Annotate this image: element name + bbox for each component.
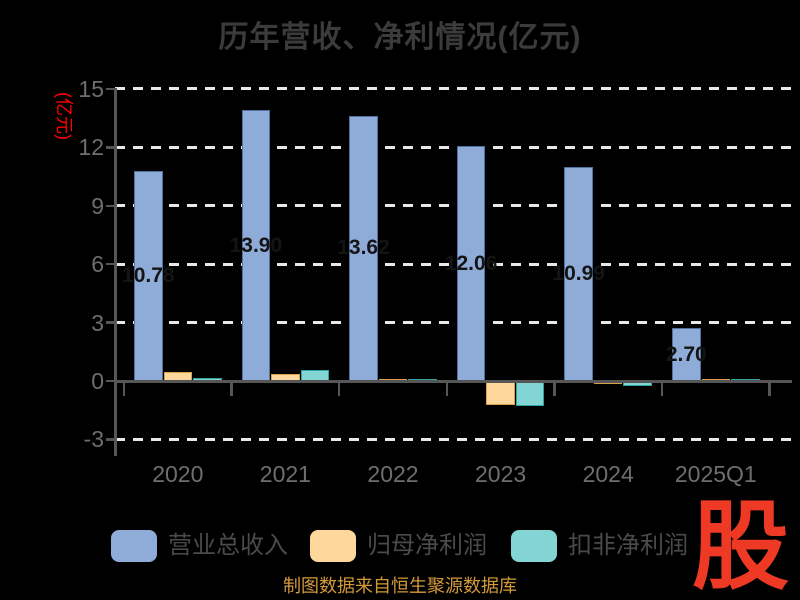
x-tick-label: 2022 <box>367 461 419 487</box>
y-axis-tick <box>106 321 115 324</box>
x-axis-tick <box>122 381 126 396</box>
legend-swatch-revenue <box>111 530 157 562</box>
gridline <box>115 262 792 266</box>
x-axis-tick <box>230 381 233 396</box>
gridline <box>115 321 792 325</box>
legend-swatch-deducted-profit <box>511 530 557 562</box>
legend-label-revenue: 营业总收入 <box>168 532 288 559</box>
y-axis-tick <box>106 87 115 91</box>
gridline <box>115 145 792 149</box>
bar-revenue-2023[interactable] <box>456 146 486 381</box>
legend-item-deducted-profit[interactable]: 扣非净利润 <box>511 529 688 563</box>
x-tick-label: 2024 <box>582 461 634 487</box>
gridline <box>115 204 792 208</box>
y-axis-tick <box>106 262 115 266</box>
legend-label-deducted-profit: 扣非净利润 <box>568 532 688 559</box>
bar-value-label: 13.62 <box>337 236 390 260</box>
y-axis-tick <box>106 204 115 208</box>
legend-label-net-profit: 归母净利润 <box>367 532 487 559</box>
gridline <box>115 437 792 441</box>
x-tick-label: 2025Q1 <box>674 461 757 487</box>
x-axis-zero-line <box>113 379 792 383</box>
legend-item-net-profit[interactable]: 归母净利润 <box>310 529 487 563</box>
bar-revenue-2024[interactable] <box>564 167 593 381</box>
y-tick-label: -3 <box>83 426 104 453</box>
legend-swatch-net-profit <box>310 530 356 562</box>
y-axis-tick <box>106 379 115 383</box>
watermark-logo: 股 <box>692 492 789 600</box>
x-axis-tick <box>337 381 341 396</box>
bar-value-label: 13.90 <box>229 233 283 257</box>
y-tick-label: 12 <box>78 134 104 161</box>
legend-item-revenue[interactable]: 营业总收入 <box>111 529 288 563</box>
bar-value-label: 12.06 <box>444 251 498 275</box>
y-axis-tick <box>106 438 115 441</box>
x-tick-label: 2020 <box>152 461 204 487</box>
bar-deducted-profit-2023[interactable] <box>515 381 545 407</box>
chart-title: 历年营收、净利情况(亿元) <box>218 21 582 54</box>
x-axis-tick <box>660 381 664 396</box>
bar-revenue-2021[interactable] <box>241 110 271 381</box>
bar-value-label: 10.78 <box>122 264 175 288</box>
legend: 营业总收入 归母净利润 扣非净利润 <box>0 529 800 563</box>
bar-revenue-2022[interactable] <box>349 115 378 381</box>
y-axis-line <box>113 88 117 456</box>
y-tick-label: 15 <box>78 75 104 102</box>
y-tick-label: 0 <box>91 368 104 394</box>
bar-revenue-2025Q1[interactable] <box>672 328 701 381</box>
bar-value-label: 2.70 <box>665 342 707 366</box>
y-tick-label: 3 <box>91 309 104 336</box>
x-tick-label: 2023 <box>475 461 527 487</box>
x-axis-tick <box>768 381 771 396</box>
bar-value-label: 10.99 <box>552 262 605 285</box>
y-tick-label: 9 <box>91 192 104 219</box>
bar-net-profit-2023[interactable] <box>486 381 515 405</box>
y-axis-tick <box>106 146 115 149</box>
gridline <box>115 87 792 91</box>
x-axis-tick <box>445 381 449 396</box>
y-tick-label: 6 <box>91 251 104 278</box>
x-tick-label: 2021 <box>259 461 311 487</box>
x-axis-tick <box>553 381 556 396</box>
data-source-caption: 制图数据来自恒生聚源数据库 <box>283 576 517 596</box>
